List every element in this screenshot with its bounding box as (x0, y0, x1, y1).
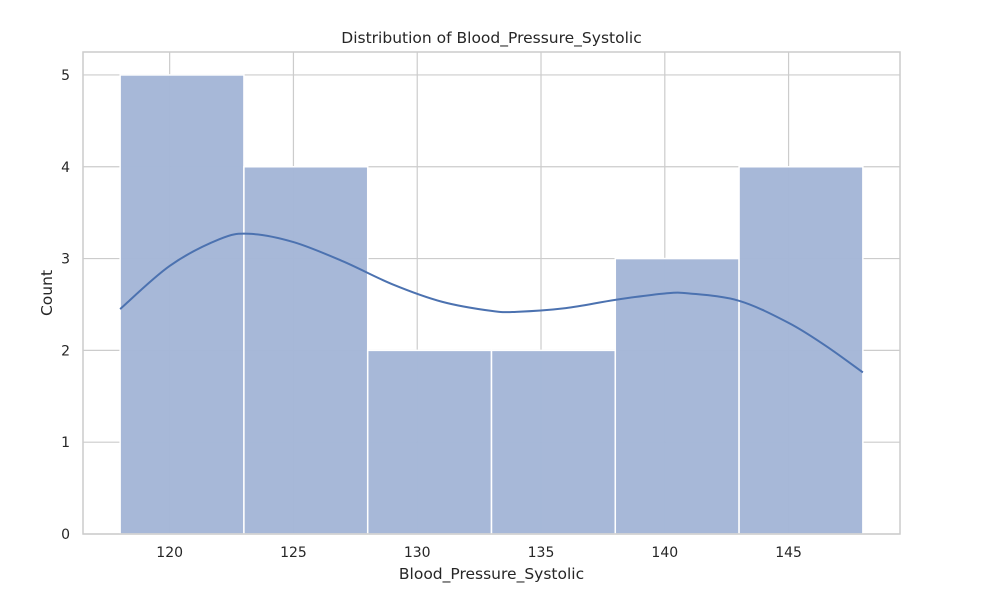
x-tick-label: 135 (528, 545, 555, 561)
x-tick-label: 125 (280, 545, 307, 561)
x-tick-label: 145 (775, 545, 802, 561)
y-axis-label: Count (38, 270, 56, 316)
x-tick-label: 130 (404, 545, 431, 561)
histogram-bar (243, 166, 369, 535)
y-tick-label: 5 (61, 68, 70, 84)
y-tick-label: 1 (61, 435, 70, 451)
x-tick-label: 120 (156, 545, 183, 561)
y-tick-label: 2 (61, 343, 70, 359)
y-tick-labels: 0 1 2 3 4 5 (61, 68, 70, 543)
histogram-bars (119, 74, 864, 535)
plot-frame (82, 51, 901, 535)
histogram-bar (366, 349, 493, 535)
y-tick-label: 0 (61, 527, 70, 543)
x-tick-labels: 120 125 130 135 140 145 (156, 545, 802, 561)
kde-line (119, 232, 864, 374)
histogram-bar (614, 257, 740, 535)
kde-curve-group (119, 232, 864, 374)
y-tick-label: 3 (61, 252, 70, 268)
histogram-bar (738, 166, 864, 535)
axes-frame (82, 51, 901, 535)
chart-title: Distribution of Blood_Pressure_Systolic (341, 29, 641, 48)
y-tick-label: 4 (61, 160, 70, 176)
histogram-bar (490, 349, 617, 535)
histogram-bar (119, 74, 245, 535)
x-tick-label: 140 (651, 545, 678, 561)
x-axis-label: Blood_Pressure_Systolic (399, 565, 584, 584)
